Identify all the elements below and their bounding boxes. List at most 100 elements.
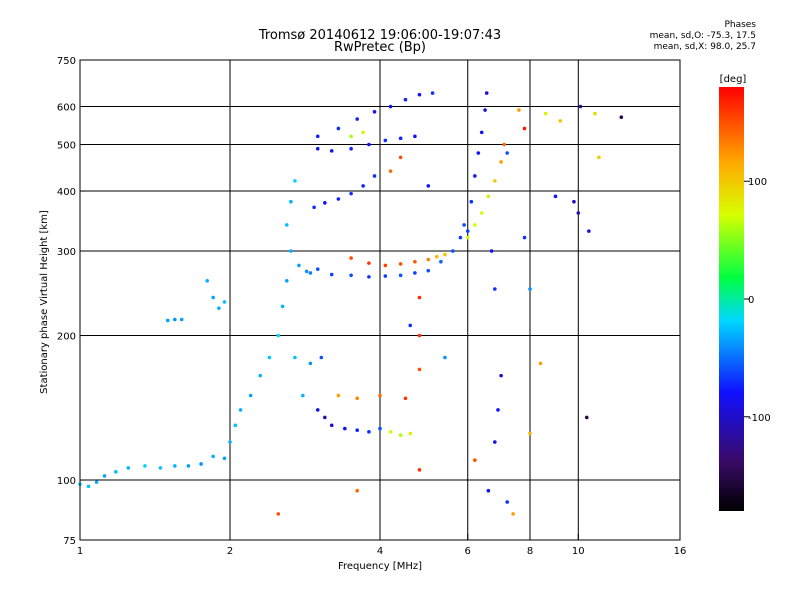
colorbar-tick-label: -100	[748, 413, 771, 424]
data-point	[439, 259, 443, 264]
data-point	[349, 134, 353, 139]
y-tick-label: 750	[57, 56, 76, 67]
data-point	[479, 130, 484, 135]
data-point	[228, 440, 232, 444]
data-point	[355, 117, 359, 121]
data-point	[315, 267, 320, 271]
data-point	[576, 211, 581, 215]
data-point	[486, 488, 491, 493]
x-tick-label: 2	[227, 546, 233, 557]
data-point	[173, 464, 177, 468]
data-point	[538, 361, 543, 366]
data-point	[383, 138, 388, 143]
data-point	[499, 373, 503, 378]
data-point	[355, 428, 359, 433]
data-point	[378, 426, 382, 431]
data-point	[398, 136, 403, 141]
y-tick-label: 500	[57, 141, 76, 152]
phase-summary: Phases mean, sd,O: -75.3, 17.5 mean, sd,…	[650, 20, 756, 53]
x-tick-label: 10	[572, 546, 585, 557]
data-point	[489, 249, 494, 253]
data-point	[158, 466, 163, 470]
data-point	[315, 408, 320, 412]
data-point	[383, 274, 388, 278]
data-point	[388, 104, 393, 109]
data-point	[315, 134, 320, 139]
data-point	[522, 235, 527, 240]
data-point	[372, 174, 377, 178]
data-point	[465, 235, 470, 240]
data-point	[593, 111, 597, 116]
data-point	[543, 111, 548, 116]
data-point	[553, 194, 558, 199]
data-point	[349, 146, 353, 151]
data-point	[430, 91, 435, 95]
data-point	[143, 464, 147, 468]
data-point	[483, 108, 487, 112]
data-point	[413, 134, 417, 139]
colorbar	[719, 87, 744, 511]
data-point	[426, 257, 431, 262]
data-point	[280, 304, 285, 309]
phase-line-o: mean, sd,O: -75.3, 17.5	[649, 31, 756, 41]
data-point	[114, 470, 118, 474]
chart-subtitle: RwPretec (Bp)	[333, 40, 427, 55]
data-point	[361, 130, 365, 135]
data-point	[179, 317, 184, 322]
data-point	[289, 199, 293, 204]
data-point	[315, 146, 320, 151]
data-point	[186, 464, 191, 468]
data-point	[426, 184, 431, 188]
data-point	[349, 256, 353, 260]
data-point	[329, 272, 334, 277]
data-point	[479, 211, 484, 215]
data-point	[458, 235, 463, 240]
data-point	[329, 149, 334, 153]
x-tick-label: 8	[527, 546, 533, 557]
data-point	[584, 415, 589, 420]
data-point	[522, 126, 527, 131]
data-point	[86, 484, 91, 489]
data-point	[355, 396, 359, 401]
data-point	[434, 254, 439, 259]
data-point	[572, 199, 576, 204]
x-tick-label: 6	[465, 546, 471, 557]
y-tick-label: 400	[57, 187, 76, 198]
data-point	[499, 160, 503, 164]
data-point	[443, 355, 447, 360]
data-point	[372, 109, 377, 114]
data-point	[505, 500, 509, 504]
data-point	[367, 261, 371, 265]
data-point	[336, 126, 341, 131]
data-point	[398, 155, 403, 160]
data-point	[417, 333, 422, 338]
data-point	[388, 430, 393, 434]
y-axis-label: Stationary phase Virtual Height [km]	[39, 210, 50, 394]
data-point	[297, 263, 301, 268]
data-point	[367, 275, 371, 279]
data-point	[205, 279, 209, 283]
data-point	[476, 151, 481, 155]
data-point	[308, 361, 313, 366]
data-point	[403, 396, 408, 401]
x-axis-label: Frequency [MHz]	[338, 561, 422, 572]
data-point	[304, 269, 309, 274]
data-point	[417, 468, 422, 472]
data-point	[473, 223, 477, 227]
data-point	[238, 408, 243, 412]
phase-line-x: mean, sd,X: 98.0, 25.7	[653, 42, 756, 52]
data-point	[528, 287, 532, 291]
data-point	[408, 323, 413, 328]
data-point	[126, 466, 131, 470]
phase-heading: Phases	[724, 20, 756, 30]
data-point	[511, 512, 515, 516]
data-point	[276, 333, 281, 338]
data-point	[336, 393, 341, 398]
colorbar-tick-label: 100	[748, 177, 767, 188]
data-point	[417, 367, 422, 372]
data-point	[528, 431, 532, 436]
data-point	[284, 223, 289, 227]
data-point	[383, 263, 388, 268]
data-point	[258, 373, 263, 378]
